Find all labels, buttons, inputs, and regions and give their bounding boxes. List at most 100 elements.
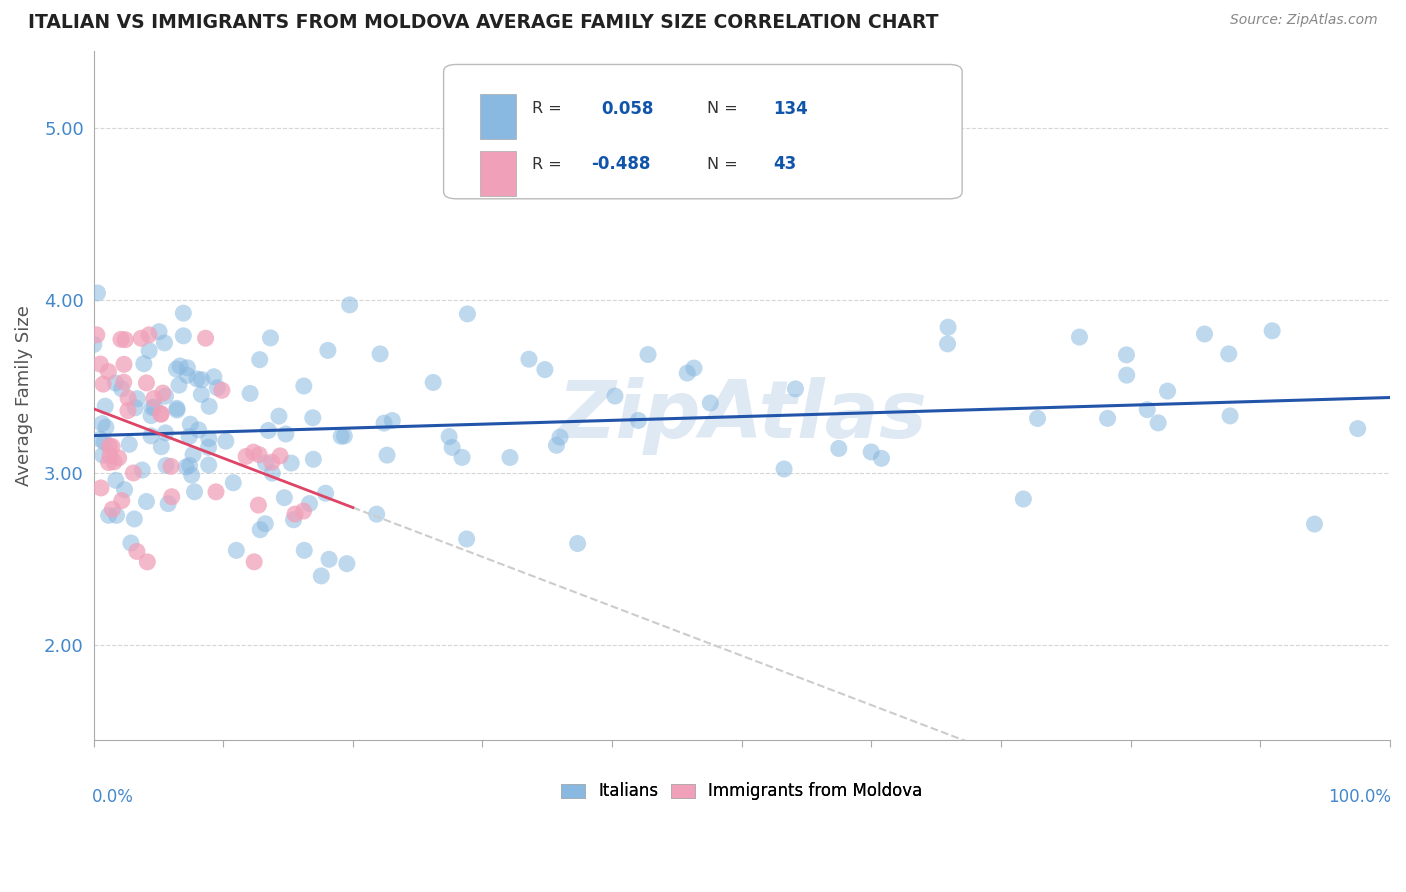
- Point: [97, 456, 120, 470]
- Point: [141, 401, 163, 415]
- Point: [517, 352, 540, 367]
- Point: [103, 455, 125, 469]
- Point: [247, 448, 270, 462]
- Text: 100.0%: 100.0%: [1329, 788, 1391, 805]
- Point: [215, 434, 238, 449]
- Point: [97, 508, 120, 523]
- Point: [149, 407, 172, 421]
- Point: [785, 382, 807, 396]
- Point: [828, 442, 851, 456]
- Point: [190, 387, 212, 401]
- Point: [153, 335, 176, 350]
- Point: [150, 440, 173, 454]
- Point: [139, 409, 162, 423]
- Point: [187, 423, 209, 437]
- Point: [870, 451, 893, 466]
- Point: [120, 536, 142, 550]
- Point: [143, 400, 166, 414]
- Point: [183, 484, 205, 499]
- Point: [155, 458, 177, 473]
- Point: [548, 430, 571, 444]
- Point: [104, 474, 127, 488]
- Point: [94, 420, 117, 434]
- Point: [114, 483, 136, 497]
- Point: [111, 382, 134, 396]
- Point: [166, 401, 188, 416]
- Point: [93, 435, 115, 450]
- Point: [262, 466, 284, 480]
- Point: [274, 427, 297, 442]
- Point: [155, 389, 177, 403]
- Point: [1026, 411, 1049, 425]
- Point: [136, 555, 159, 569]
- Point: [373, 416, 395, 430]
- FancyBboxPatch shape: [443, 64, 962, 199]
- Point: [174, 459, 197, 474]
- Point: [316, 343, 339, 358]
- Point: [292, 379, 315, 393]
- Point: [207, 381, 229, 395]
- Point: [375, 448, 398, 462]
- Text: ITALIAN VS IMMIGRANTS FROM MOLDOVA AVERAGE FAMILY SIZE CORRELATION CHART: ITALIAN VS IMMIGRANTS FROM MOLDOVA AVERA…: [28, 13, 939, 32]
- Point: [122, 466, 145, 480]
- Point: [259, 331, 281, 345]
- Point: [86, 285, 108, 300]
- Point: [339, 298, 361, 312]
- Point: [197, 440, 219, 454]
- Point: [132, 357, 155, 371]
- Point: [181, 448, 204, 462]
- Point: [105, 508, 128, 523]
- Point: [676, 366, 699, 380]
- Point: [160, 459, 183, 474]
- Point: [336, 557, 359, 571]
- Point: [86, 327, 108, 342]
- Point: [198, 432, 221, 446]
- Point: [773, 462, 796, 476]
- Point: [1115, 368, 1137, 383]
- Point: [176, 360, 198, 375]
- Text: N =: N =: [707, 157, 742, 172]
- Point: [451, 450, 474, 465]
- Point: [91, 377, 114, 392]
- Point: [311, 569, 333, 583]
- Text: N =: N =: [707, 101, 742, 116]
- Point: [456, 307, 478, 321]
- Point: [637, 347, 659, 361]
- Point: [83, 337, 105, 351]
- Point: [101, 502, 124, 516]
- Point: [441, 441, 464, 455]
- Point: [186, 372, 208, 386]
- Point: [117, 403, 139, 417]
- Point: [114, 333, 136, 347]
- Point: [179, 458, 201, 473]
- Point: [257, 424, 280, 438]
- Point: [202, 369, 225, 384]
- Text: R =: R =: [531, 101, 567, 116]
- Point: [124, 512, 146, 526]
- Y-axis label: Average Family Size: Average Family Size: [15, 305, 32, 485]
- Point: [1012, 491, 1035, 506]
- Point: [124, 401, 146, 415]
- Point: [110, 332, 132, 346]
- Point: [172, 329, 194, 343]
- Point: [1218, 347, 1240, 361]
- Point: [249, 352, 271, 367]
- Point: [222, 475, 245, 490]
- Point: [190, 373, 212, 387]
- Point: [247, 498, 270, 512]
- Point: [567, 536, 589, 550]
- Point: [333, 429, 356, 443]
- Point: [194, 331, 217, 345]
- Point: [1136, 402, 1159, 417]
- Point: [89, 357, 111, 371]
- Point: [198, 400, 221, 414]
- Text: 43: 43: [773, 155, 796, 173]
- Point: [330, 429, 353, 443]
- Point: [1156, 384, 1178, 398]
- Point: [125, 544, 148, 558]
- Point: [157, 497, 180, 511]
- Point: [139, 429, 162, 443]
- Point: [366, 507, 388, 521]
- Point: [381, 413, 404, 427]
- Point: [169, 359, 191, 373]
